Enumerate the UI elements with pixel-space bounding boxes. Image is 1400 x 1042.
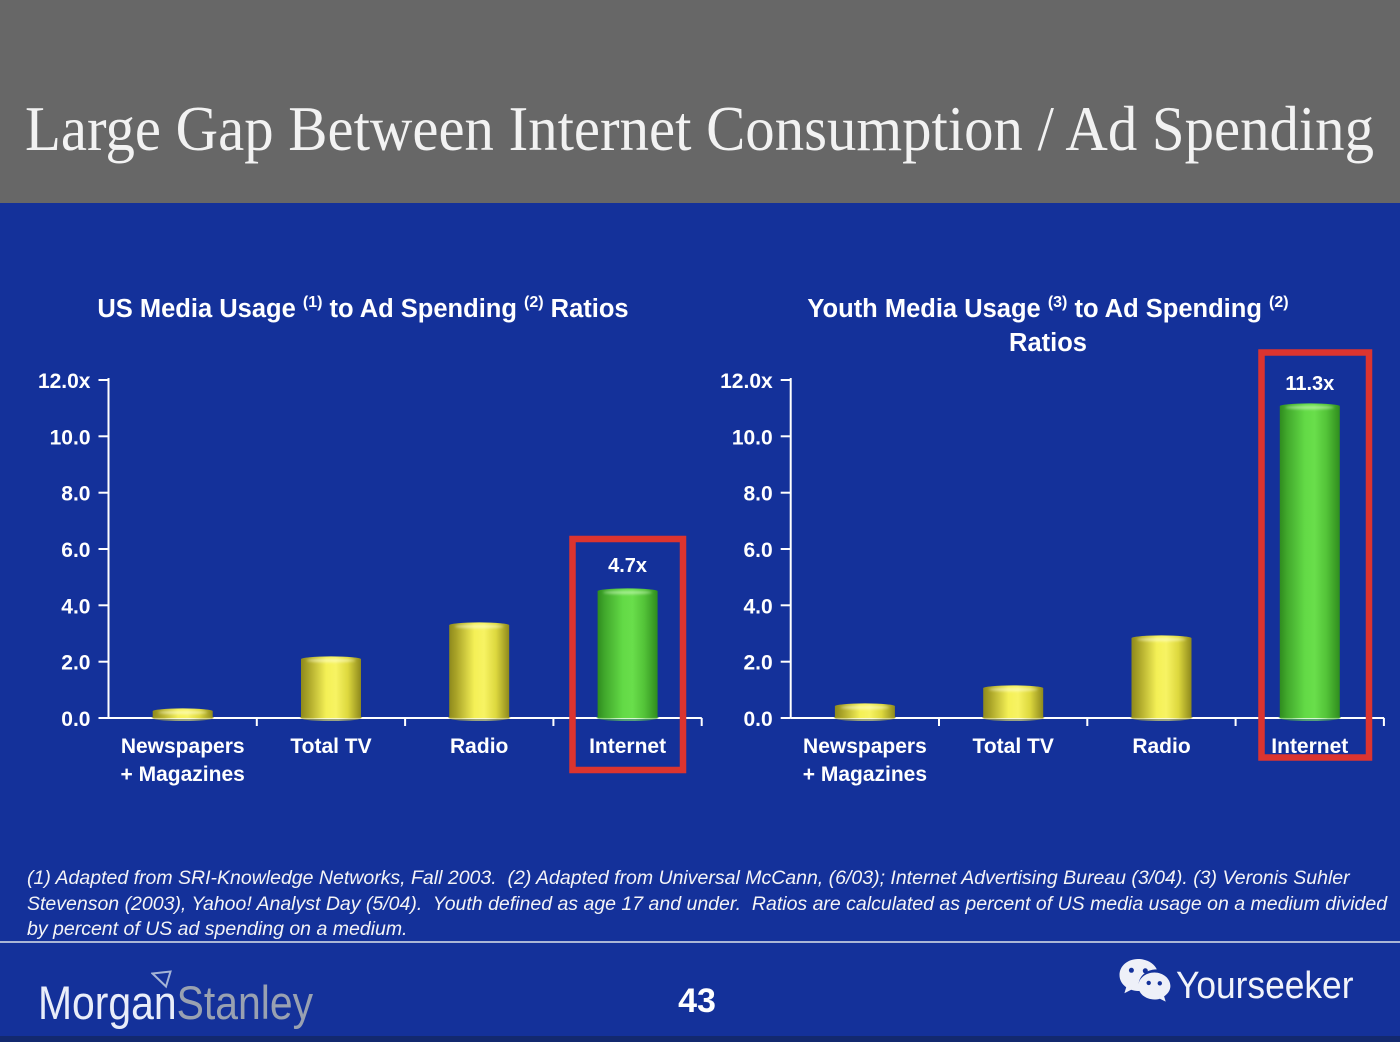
svg-text:Radio: Radio <box>450 735 508 758</box>
svg-text:8.0: 8.0 <box>743 483 772 506</box>
svg-text:Total TV: Total TV <box>973 735 1054 758</box>
svg-text:6.0: 6.0 <box>61 539 90 562</box>
svg-text:0.0: 0.0 <box>61 708 90 731</box>
svg-text:4.0: 4.0 <box>61 595 90 618</box>
svg-text:4.0: 4.0 <box>743 595 772 618</box>
svg-text:Newspapers: Newspapers <box>803 735 927 758</box>
svg-text:2.0: 2.0 <box>743 652 772 675</box>
svg-text:Internet: Internet <box>589 735 666 758</box>
svg-text:+ Magazines: + Magazines <box>121 763 245 786</box>
svg-text:4.7x: 4.7x <box>608 555 647 577</box>
svg-text:US Media Usage (1) to Ad Spend: US Media Usage (1) to Ad Spending (2) Ra… <box>97 294 628 323</box>
svg-text:Internet: Internet <box>1271 735 1348 758</box>
svg-text:12.0x: 12.0x <box>38 370 91 393</box>
svg-text:2.0: 2.0 <box>61 652 90 675</box>
svg-text:6.0: 6.0 <box>743 539 772 562</box>
svg-text:10.0: 10.0 <box>50 426 91 449</box>
svg-text:Total TV: Total TV <box>290 735 371 758</box>
svg-text:10.0: 10.0 <box>732 426 773 449</box>
svg-text:Ratios: Ratios <box>1009 329 1087 357</box>
svg-text:11.3x: 11.3x <box>1285 373 1334 395</box>
svg-text:Youth Media Usage (3) to Ad Sp: Youth Media Usage (3) to Ad Spending (2) <box>807 294 1288 323</box>
svg-text:12.0x: 12.0x <box>720 370 773 393</box>
svg-text:8.0: 8.0 <box>61 483 90 506</box>
svg-text:0.0: 0.0 <box>743 708 772 731</box>
svg-text:Newspapers: Newspapers <box>121 735 245 758</box>
svg-text:Radio: Radio <box>1132 735 1190 758</box>
svg-text:+ Magazines: + Magazines <box>803 763 927 786</box>
